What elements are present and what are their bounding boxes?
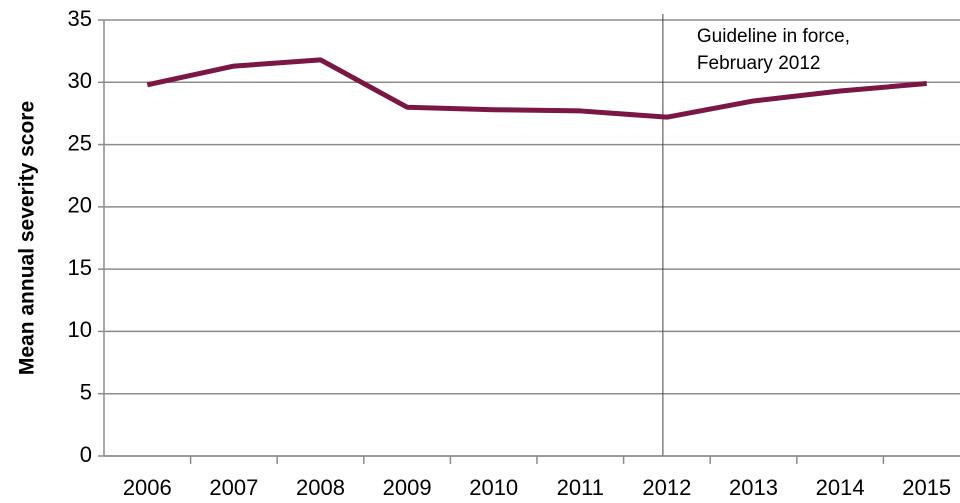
y-tick-label: 0 — [80, 442, 92, 467]
x-tick-label: 2014 — [816, 475, 865, 500]
x-tick-label: 2008 — [296, 475, 345, 500]
annotation-text: Guideline in force, — [697, 26, 850, 47]
y-tick-label: 15 — [68, 255, 92, 280]
y-tick-label: 10 — [68, 317, 92, 342]
y-tick-label: 20 — [68, 193, 92, 218]
y-axis-label: Mean annual severity score — [16, 101, 39, 375]
y-tick-label: 25 — [68, 130, 92, 155]
x-tick-label: 2009 — [383, 475, 432, 500]
x-tick-label: 2013 — [729, 475, 778, 500]
x-tick-label: 2006 — [123, 475, 172, 500]
data-line — [146, 57, 927, 120]
y-tick-label: 30 — [68, 68, 92, 93]
annotation-text: February 2012 — [697, 53, 821, 74]
x-tick-label: 2012 — [642, 475, 691, 500]
x-tick-label: 2010 — [469, 475, 518, 500]
y-tick-label: 5 — [80, 380, 92, 405]
x-tick-label: 2007 — [209, 475, 258, 500]
x-tick-label: 2011 — [557, 475, 604, 500]
y-tick-label: 35 — [68, 6, 92, 31]
x-tick-label: 2015 — [902, 475, 951, 500]
